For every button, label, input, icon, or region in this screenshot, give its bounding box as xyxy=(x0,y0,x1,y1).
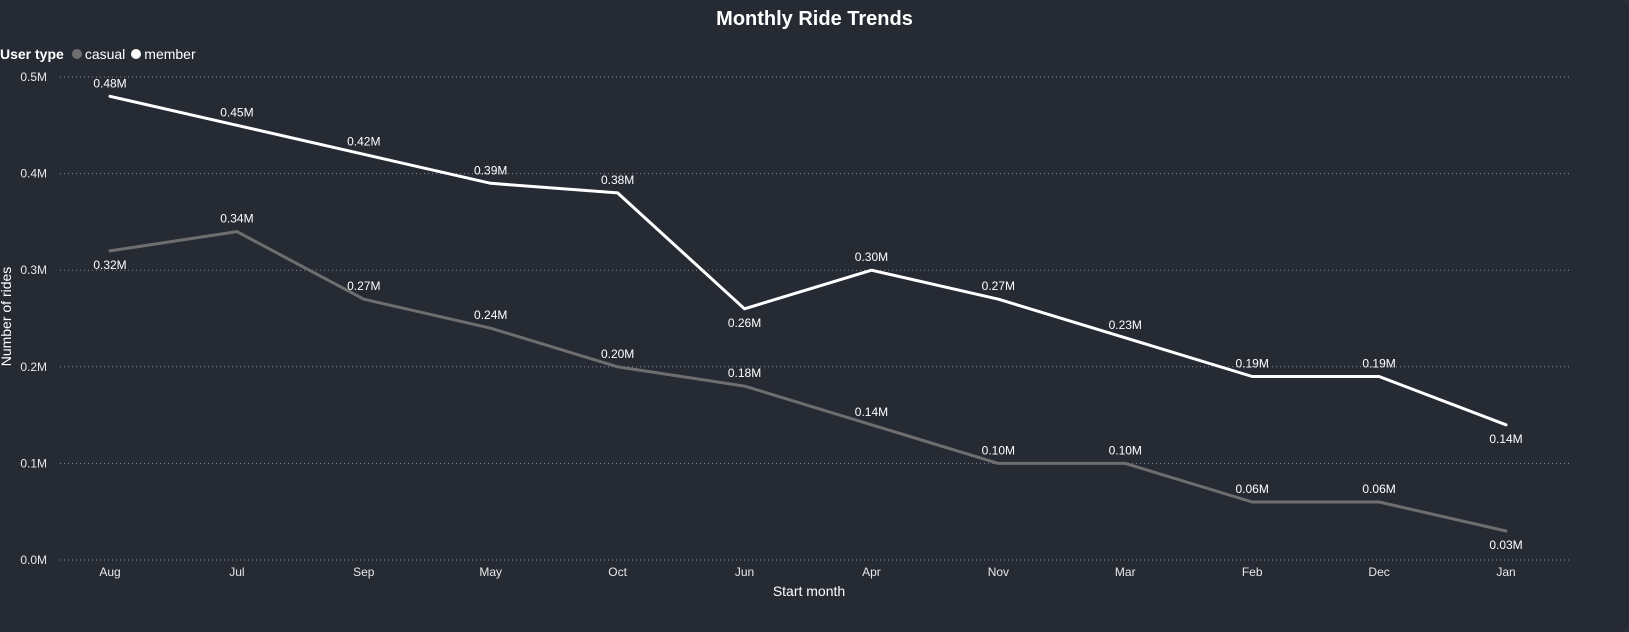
data-label-casual: 0.06M xyxy=(1236,482,1269,496)
x-tick-label: Jun xyxy=(735,565,754,579)
y-tick-label: 0.1M xyxy=(20,456,47,470)
x-tick-label: Oct xyxy=(608,565,627,579)
x-tick-label: Sep xyxy=(353,565,375,579)
legend-label-member: member xyxy=(144,46,196,62)
series-line-member xyxy=(108,94,1508,427)
legend-item-member[interactable]: member xyxy=(131,46,196,62)
data-label-member: 0.26M xyxy=(728,316,761,330)
legend-dot-casual-icon xyxy=(71,49,82,59)
y-tick-label: 0.2M xyxy=(20,360,47,374)
data-label-member: 0.23M xyxy=(1109,318,1142,332)
x-tick-label: Apr xyxy=(862,565,881,579)
x-tick-label: Jan xyxy=(1496,565,1515,579)
legend-title: User type xyxy=(0,46,64,62)
data-label-member: 0.39M xyxy=(474,163,507,177)
data-label-member: 0.19M xyxy=(1362,356,1395,370)
data-label-member: 0.45M xyxy=(220,105,253,119)
data-label-casual: 0.06M xyxy=(1362,482,1395,496)
legend-label-casual: casual xyxy=(84,46,126,62)
x-tick-label: May xyxy=(479,565,502,579)
y-tick-label: 0.5M xyxy=(20,70,47,84)
data-label-member: 0.14M xyxy=(1489,432,1522,446)
data-label-casual: 0.10M xyxy=(1109,443,1142,457)
data-label-casual: 0.14M xyxy=(855,405,888,419)
x-tick-label: Feb xyxy=(1242,565,1263,579)
data-label-member: 0.27M xyxy=(982,279,1015,293)
legend-item-casual[interactable]: casual xyxy=(71,46,126,62)
data-label-casual: 0.10M xyxy=(982,443,1015,457)
data-label-casual: 0.18M xyxy=(728,366,761,380)
x-tick-label: Dec xyxy=(1368,565,1389,579)
series-line-casual xyxy=(108,230,1508,533)
data-label-member: 0.42M xyxy=(347,134,380,148)
x-tick-label: Jul xyxy=(229,565,244,579)
chart-title: Monthly Ride Trends xyxy=(716,8,913,30)
x-tick-label: Aug xyxy=(99,565,120,579)
data-label-member: 0.30M xyxy=(855,250,888,264)
data-label-member: 0.48M xyxy=(93,76,126,90)
x-tick-label: Nov xyxy=(988,565,1009,579)
x-axis-title: Start month xyxy=(773,583,845,599)
legend: User type casual member xyxy=(0,46,202,62)
data-label-casual: 0.34M xyxy=(220,212,253,226)
data-label-casual: 0.27M xyxy=(347,279,380,293)
data-label-member: 0.38M xyxy=(601,173,634,187)
y-axis-title: Number of rides xyxy=(0,267,14,367)
y-tick-label: 0.0M xyxy=(20,553,47,567)
data-label-casual: 0.32M xyxy=(93,258,126,272)
data-label-casual: 0.20M xyxy=(601,347,634,361)
y-tick-label: 0.4M xyxy=(20,167,47,181)
x-tick-label: Mar xyxy=(1115,565,1136,579)
y-tick-label: 0.3M xyxy=(20,263,47,277)
legend-dot-member-icon xyxy=(131,49,142,59)
data-label-casual: 0.24M xyxy=(474,308,507,322)
data-label-member: 0.19M xyxy=(1236,356,1269,370)
data-label-casual: 0.03M xyxy=(1489,538,1522,552)
